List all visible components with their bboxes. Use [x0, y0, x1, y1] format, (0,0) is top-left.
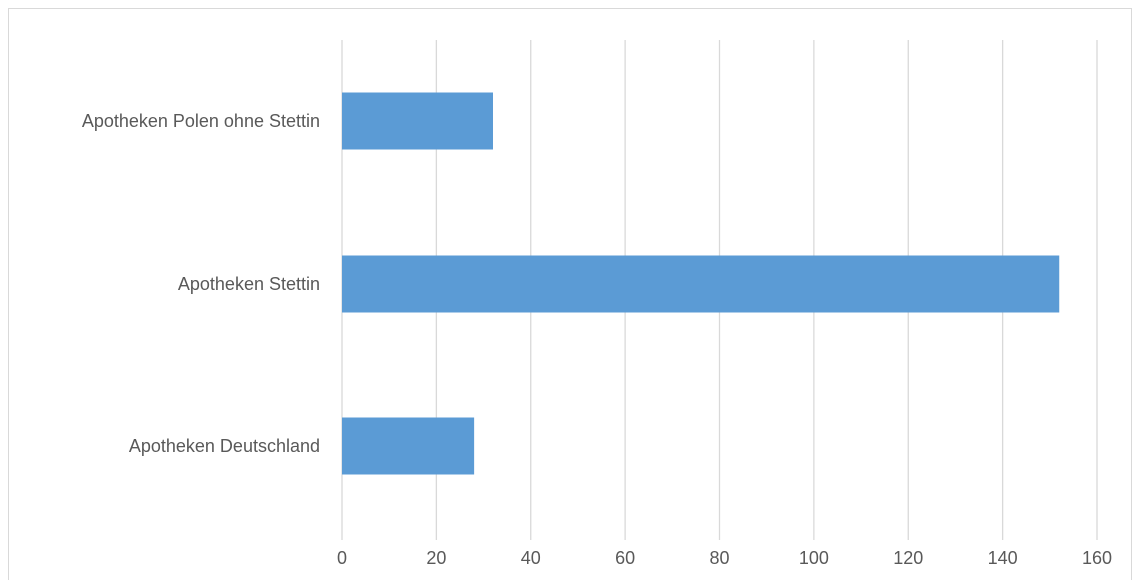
x-axis-tick-labels: 0 20 40 60 80 100 120 140 160	[337, 548, 1112, 568]
x-tick-label: 0	[337, 548, 347, 568]
x-tick-label: 20	[426, 548, 446, 568]
bar	[342, 92, 493, 150]
category-label: Apotheken Deutschland	[129, 436, 320, 456]
x-tick-label: 100	[799, 548, 829, 568]
bar	[342, 417, 475, 475]
bars	[342, 92, 1060, 475]
category-label: Apotheken Stettin	[178, 274, 320, 294]
x-tick-label: 40	[521, 548, 541, 568]
x-tick-label: 120	[893, 548, 923, 568]
bar	[342, 255, 1060, 313]
x-tick-label: 80	[709, 548, 729, 568]
category-labels: Apotheken Polen ohne Stettin Apotheken St…	[82, 111, 320, 456]
x-tick-label: 60	[615, 548, 635, 568]
x-tick-label: 160	[1082, 548, 1112, 568]
x-tick-label: 140	[988, 548, 1018, 568]
category-label: Apotheken Polen ohne Stettin	[82, 111, 320, 131]
